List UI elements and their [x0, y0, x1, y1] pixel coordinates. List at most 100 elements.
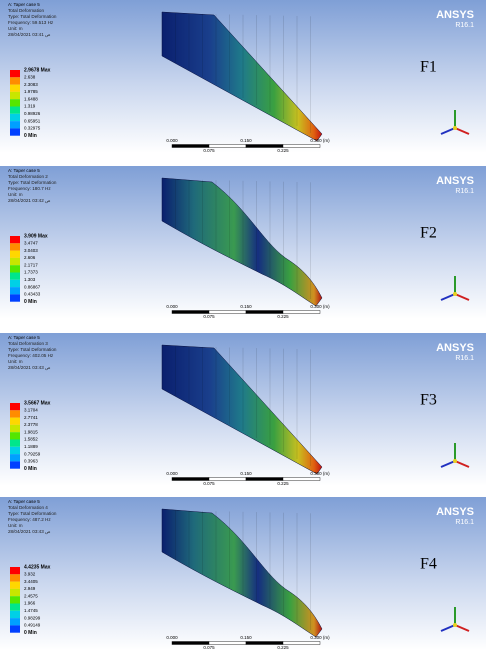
scale-bar [246, 478, 283, 481]
version: R16.1 [455, 519, 474, 526]
legend-swatch [10, 574, 20, 581]
legend-swatch [10, 604, 20, 611]
legend-swatch [10, 294, 20, 301]
legend-swatch [10, 251, 20, 258]
scale-label: 0.000 [166, 138, 178, 143]
scale-label: 0.075 [203, 481, 215, 486]
scale-bar [246, 642, 283, 645]
legend-label: 3.909 Max [24, 233, 48, 239]
scale-bar [172, 642, 209, 645]
logo: ANSYS [436, 175, 474, 187]
legend-swatch [10, 611, 20, 618]
legend-swatch [10, 121, 20, 128]
legend-label: 1.966 [24, 601, 36, 606]
scale-label: 0.075 [203, 314, 215, 319]
legend-swatch [10, 85, 20, 92]
header-line: Unit: m [8, 523, 23, 528]
scale-bar [246, 145, 283, 148]
header-line: Unit: m [8, 192, 23, 197]
triad-origin [453, 623, 457, 627]
scale-label: 0.150 [240, 635, 252, 640]
scale-bar [172, 478, 209, 481]
legend-swatch [10, 243, 20, 250]
figure-label: F1 [420, 59, 437, 76]
scale-bar [283, 478, 320, 481]
legend-label: 1.9785 [24, 89, 38, 94]
legend-swatch [10, 70, 20, 77]
header-line: Unit: m [8, 26, 23, 31]
version: R16.1 [455, 355, 474, 362]
header-line: Unit: m [8, 359, 23, 364]
legend-swatch [10, 567, 20, 574]
legend-swatch [10, 461, 20, 468]
legend-label: 1.303 [24, 277, 36, 282]
legend-swatch [10, 454, 20, 461]
header-line: Frequency: 402.05 Hz [8, 353, 54, 358]
legend-label: 0 Min [24, 299, 37, 305]
header-line: A: Taper case 5 [8, 499, 40, 504]
legend-swatch [10, 92, 20, 99]
legend-label: 1.319 [24, 104, 36, 109]
header-line: Frequency: 180.7 Hz [8, 186, 51, 191]
scale-label: 0.225 [277, 314, 289, 319]
legend-label: 0 Min [24, 466, 37, 472]
header-line: Type: Total Deformation [8, 180, 57, 185]
scale-bar [209, 311, 246, 314]
scale-label: 0.000 [166, 304, 178, 309]
version: R16.1 [455, 22, 474, 29]
legend-swatch [10, 287, 20, 294]
scale-bar [209, 478, 246, 481]
scale-label: 0.000 [166, 471, 178, 476]
scale-bar [283, 311, 320, 314]
legend-label: 0.79259 [24, 451, 41, 456]
legend-label: 4.4235 Max [24, 564, 51, 570]
legend-swatch [10, 596, 20, 603]
legend-label: 0.3963 [24, 459, 38, 464]
legend-label: 3.4747 [24, 240, 38, 245]
scale-bar [172, 145, 209, 148]
legend-label: 0 Min [24, 630, 37, 636]
legend-label: 0.86867 [24, 284, 41, 289]
legend-label: 1.4745 [24, 608, 38, 613]
scale-label: 0.075 [203, 148, 215, 153]
legend-swatch [10, 114, 20, 121]
legend-label: 0.43433 [24, 292, 41, 297]
legend-label: 2.638 [24, 74, 36, 79]
legend-swatch [10, 273, 20, 280]
legend-label: 1.9815 [24, 429, 38, 434]
legend-swatch [10, 410, 20, 417]
legend-label: 0.98299 [24, 615, 41, 620]
legend-swatch [10, 582, 20, 589]
legend-swatch [10, 432, 20, 439]
legend-label: 2.3778 [24, 422, 38, 427]
legend-label: 1.7373 [24, 270, 38, 275]
legend-label: 3.5667 Max [24, 400, 51, 406]
legend-swatch [10, 618, 20, 625]
scale-label: 0.300 (m) [310, 471, 330, 476]
legend-label: 2.9678 Max [24, 67, 51, 73]
header-line: A: Taper case 5 [8, 2, 40, 7]
legend-swatch [10, 625, 20, 632]
legend-label: 0.65951 [24, 118, 41, 123]
scale-bar [172, 311, 209, 314]
legend-label: 3.4405 [24, 579, 38, 584]
legend-swatch [10, 447, 20, 454]
legend-swatch [10, 236, 20, 243]
scale-label: 0.300 (m) [310, 635, 330, 640]
legend-swatch [10, 265, 20, 272]
legend-label: 2.7741 [24, 415, 38, 420]
legend-label: 0.49149 [24, 623, 41, 628]
figure: A: Taper case 5Total DeformationType: To… [0, 0, 486, 650]
scale-label: 0.000 [166, 635, 178, 640]
figure-label: F3 [420, 392, 437, 409]
legend-label: 3.1704 [24, 407, 38, 412]
legend-swatch [10, 77, 20, 84]
legend-label: 1.6488 [24, 96, 38, 101]
scale-bar [209, 642, 246, 645]
triad-origin [453, 459, 457, 463]
header-line: Total Deformation [8, 8, 44, 13]
legend-swatch [10, 280, 20, 287]
header-line: Type: Total Deformation [8, 14, 57, 19]
